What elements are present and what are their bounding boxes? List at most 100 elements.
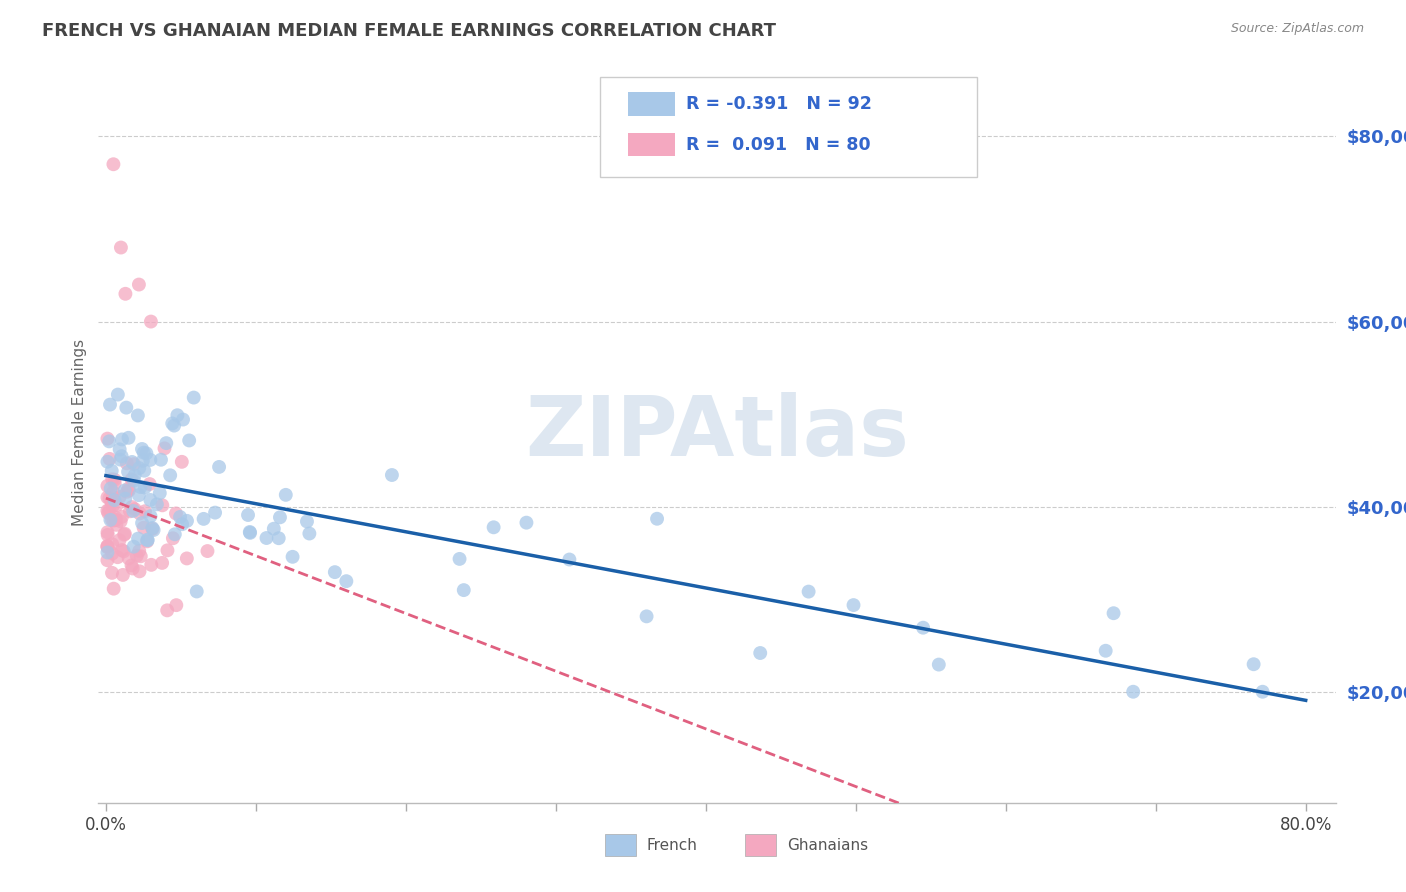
Point <box>236 508 259 522</box>
Point <box>1122 685 1144 699</box>
Point <box>121 472 143 486</box>
Point <box>138 477 160 491</box>
Point <box>114 483 136 498</box>
Point <box>749 646 772 660</box>
Point <box>104 513 127 527</box>
Point <box>124 502 146 516</box>
Point <box>98 503 121 517</box>
Text: FRENCH VS GHANAIAN MEDIAN FEMALE EARNINGS CORRELATION CHART: FRENCH VS GHANAIAN MEDIAN FEMALE EARNING… <box>42 22 776 40</box>
Point <box>323 565 346 579</box>
Point <box>797 584 820 599</box>
Point <box>96 491 118 505</box>
Point <box>166 409 188 423</box>
Point <box>121 500 143 514</box>
Point <box>98 451 121 466</box>
Point <box>103 473 125 487</box>
Point <box>162 531 184 545</box>
Point <box>114 491 136 506</box>
Point <box>142 523 165 537</box>
Point <box>149 452 172 467</box>
Point <box>124 468 146 483</box>
Point <box>149 486 172 500</box>
Point <box>139 453 162 467</box>
Point <box>122 474 145 488</box>
Point <box>139 493 162 508</box>
Point <box>162 417 184 431</box>
Point <box>105 498 128 512</box>
Point <box>453 583 475 598</box>
Point <box>267 531 290 545</box>
Point <box>132 454 155 468</box>
Point <box>558 552 581 566</box>
Point <box>101 513 124 527</box>
Point <box>1094 644 1116 658</box>
Y-axis label: Median Female Earnings: Median Female Earnings <box>72 339 87 526</box>
Point <box>134 504 156 518</box>
Point <box>103 157 125 171</box>
Point <box>111 433 134 447</box>
Text: Source: ZipAtlas.com: Source: ZipAtlas.com <box>1230 22 1364 36</box>
Point <box>101 490 124 504</box>
Point <box>110 240 132 254</box>
Point <box>103 514 125 528</box>
Point <box>115 484 138 499</box>
Point <box>153 442 176 456</box>
Point <box>96 539 118 553</box>
Point <box>159 468 181 483</box>
Point <box>134 481 156 495</box>
Point <box>165 598 187 612</box>
Point <box>298 526 321 541</box>
Point <box>114 286 136 301</box>
Point <box>118 504 141 518</box>
Point <box>129 480 152 494</box>
Point <box>105 517 128 532</box>
Point <box>125 549 148 563</box>
Point <box>107 387 129 401</box>
Point <box>176 514 198 528</box>
Point <box>141 521 163 535</box>
Text: ZIPAtlas: ZIPAtlas <box>524 392 910 473</box>
Point <box>515 516 537 530</box>
Point <box>128 507 150 521</box>
Point <box>129 549 152 564</box>
Point <box>239 525 262 540</box>
Point <box>101 566 124 580</box>
Point <box>269 510 291 524</box>
Point <box>122 457 145 471</box>
Point <box>141 522 163 536</box>
Point <box>128 461 150 475</box>
Point <box>97 528 120 542</box>
Point <box>104 510 127 524</box>
Text: R =  0.091   N = 80: R = 0.091 N = 80 <box>686 136 870 153</box>
Point <box>131 442 153 456</box>
Point <box>208 459 231 474</box>
Point <box>128 277 150 292</box>
Point <box>121 561 143 575</box>
Point <box>127 409 149 423</box>
Point <box>101 500 124 514</box>
Point <box>131 516 153 530</box>
Point <box>98 398 121 412</box>
Point <box>117 465 139 479</box>
Point <box>156 543 179 558</box>
Point <box>122 504 145 518</box>
Point <box>155 436 177 450</box>
Point <box>134 464 156 478</box>
Point <box>163 418 186 433</box>
Point <box>103 582 125 596</box>
Point <box>98 491 121 506</box>
Point <box>98 434 121 449</box>
Point <box>165 507 187 521</box>
Point <box>197 544 219 558</box>
Point <box>104 476 127 491</box>
Point <box>335 574 357 589</box>
Point <box>100 495 122 509</box>
Point <box>121 455 143 469</box>
Point <box>136 534 159 549</box>
Point <box>172 517 194 532</box>
Point <box>101 547 124 561</box>
Point <box>122 540 145 554</box>
Point <box>96 479 118 493</box>
Point <box>110 514 132 528</box>
FancyBboxPatch shape <box>628 92 675 116</box>
